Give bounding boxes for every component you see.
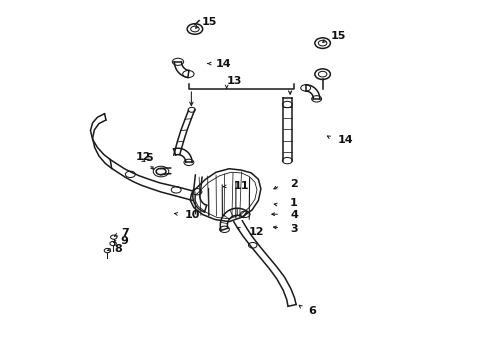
Text: 2: 2 (290, 179, 298, 189)
Text: 5: 5 (146, 153, 153, 163)
Text: 1: 1 (290, 198, 298, 208)
Text: 13: 13 (227, 76, 242, 86)
Text: 7: 7 (121, 228, 128, 238)
Text: 15: 15 (330, 31, 346, 41)
Text: 14: 14 (216, 59, 232, 68)
Text: 14: 14 (338, 135, 353, 145)
Text: 3: 3 (290, 224, 298, 234)
Text: 10: 10 (184, 210, 200, 220)
Text: 15: 15 (202, 17, 218, 27)
Text: 4: 4 (290, 210, 298, 220)
Text: 12: 12 (248, 227, 264, 237)
Text: 8: 8 (115, 244, 122, 254)
Text: 12: 12 (136, 152, 151, 162)
Text: 9: 9 (121, 236, 129, 246)
Text: 6: 6 (309, 306, 317, 315)
Text: 11: 11 (234, 181, 249, 192)
